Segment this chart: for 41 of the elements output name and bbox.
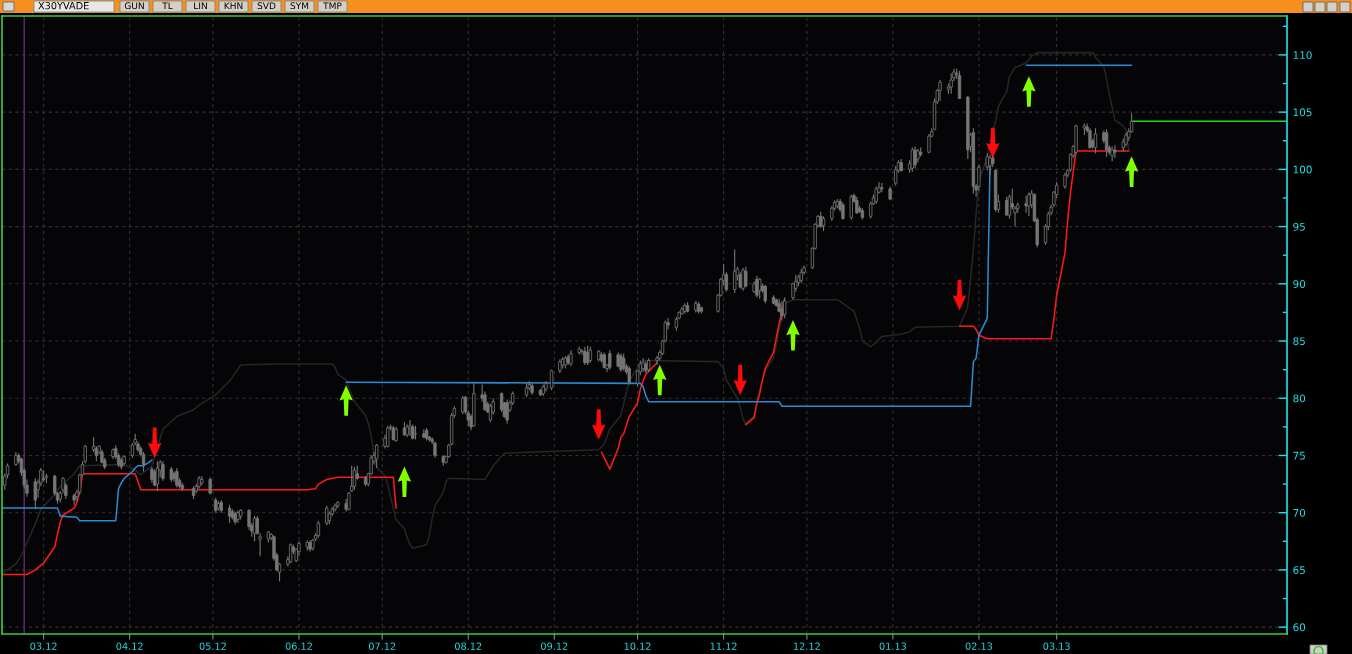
text: TMP [323, 2, 342, 9]
candlestick [1027, 191, 1031, 217]
y-tick-label: 85 [1293, 337, 1305, 346]
y-tick-label: 100 [1293, 165, 1312, 174]
x-tick-label: 03.12 [30, 642, 57, 650]
y-tick-label: 95 [1293, 222, 1305, 231]
y-tick-label: 90 [1293, 280, 1306, 288]
y-tick-label: 75 [1293, 451, 1305, 460]
y-tick-label: 70 [1293, 508, 1306, 517]
text: TL [162, 2, 173, 9]
text: KHN [224, 2, 243, 9]
candlestick [1024, 195, 1028, 214]
candlestick [1005, 196, 1009, 216]
y-tick-label: 80 [1293, 394, 1306, 403]
text: SVD [257, 2, 276, 10]
chart-title: X30YVADE [38, 1, 89, 10]
candlestick [1113, 144, 1117, 159]
candlestick [172, 470, 176, 483]
candlestick [83, 444, 87, 465]
text: LIN [194, 2, 207, 9]
x-tick-label: 02.13 [965, 642, 993, 650]
x-tick-label: 05.12 [199, 642, 226, 650]
x-tick-label: 11.12 [710, 642, 737, 650]
x-tick-label: 12.12 [794, 642, 820, 650]
y-tick-label: 105 [1293, 108, 1312, 117]
candlestick [744, 266, 748, 288]
text: GUN [124, 2, 144, 10]
y-tick-label: 65 [1293, 566, 1305, 575]
y-tick-label: 60 [1293, 623, 1306, 632]
y-tick-label: 110 [1293, 51, 1312, 60]
x-tick-label: 01.13 [879, 642, 907, 650]
text: SYM [290, 2, 309, 10]
x-tick-label: 04.12 [116, 642, 143, 650]
x-tick-label: 09.12 [541, 642, 568, 650]
x-tick-label: 07.12 [368, 642, 396, 650]
candlestick [938, 79, 942, 102]
candlestick [33, 477, 37, 510]
x-tick-label: 06.12 [285, 642, 312, 650]
x-tick-label: 03.13 [1043, 642, 1070, 650]
x-tick-label: 10.12 [624, 642, 651, 650]
x-tick-label: 08.12 [454, 642, 482, 650]
